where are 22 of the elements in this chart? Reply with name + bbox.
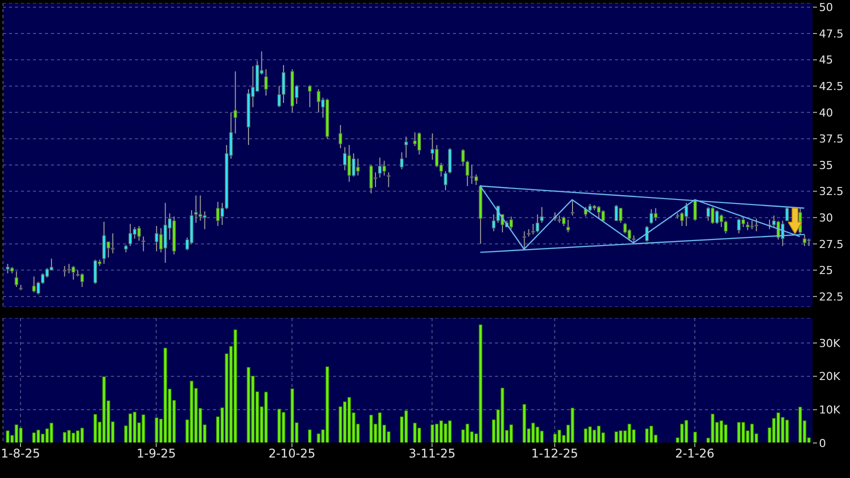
y-tick-label: 40 xyxy=(819,106,833,120)
y-tick-label: 42.5 xyxy=(819,80,844,94)
y-tick-label: 20K xyxy=(819,370,841,384)
y-tick-label: 30 xyxy=(819,211,833,224)
y-tick-label: 25 xyxy=(819,264,833,278)
x-tick-label: 1-8-25 xyxy=(0,446,40,461)
y-tick-label: 0 xyxy=(819,436,826,450)
y-tick-label: 22.5 xyxy=(819,290,844,304)
x-tick-label: 1-9-25 xyxy=(136,446,176,461)
y-tick-label: 35 xyxy=(819,158,833,172)
y-tick-label: 47.5 xyxy=(819,27,844,40)
y-tick-label: 30K xyxy=(819,336,841,350)
x-tick-label: 3-11-25 xyxy=(408,446,456,461)
x-tick-label: 2-10-25 xyxy=(268,446,316,461)
y-tick-label: 50 xyxy=(819,1,833,14)
y-tick-label: 37.5 xyxy=(819,132,844,146)
y-tick-label: 10K xyxy=(819,404,841,417)
x-tick-label: 1-12-25 xyxy=(531,446,578,461)
y-tick-label: 27.5 xyxy=(819,238,844,251)
y-tick-label: 32.5 xyxy=(819,185,844,198)
y-tick-label: 45 xyxy=(819,54,833,67)
x-tick-label: 2-1-26 xyxy=(675,446,714,461)
